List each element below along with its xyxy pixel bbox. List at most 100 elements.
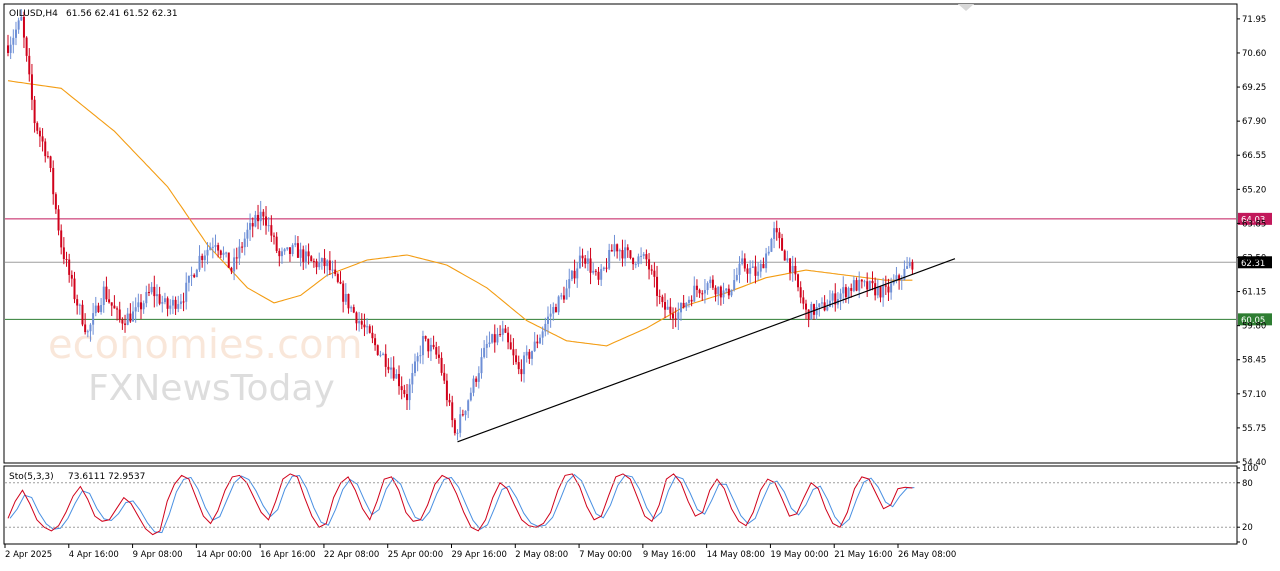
bear-candle (805, 303, 807, 310)
bull-candle (177, 304, 180, 309)
bull-candle (86, 331, 89, 333)
bear-candle (166, 298, 169, 309)
bull-candle (459, 414, 462, 433)
bull-candle (541, 331, 544, 338)
bull-candle (249, 223, 252, 230)
bull-candle (576, 268, 579, 279)
bull-candle (640, 255, 643, 257)
scroll-marker-icon[interactable] (958, 4, 974, 11)
time-tick-label: 22 Apr 08:00 (324, 550, 379, 560)
bull-candle (773, 228, 776, 239)
price-tick-label: 63.85 (1242, 219, 1266, 229)
bear-candle (648, 259, 651, 270)
bull-candle (618, 250, 621, 252)
bull-candle (291, 245, 294, 254)
price-panel (3, 3, 1238, 464)
bull-candle (706, 283, 709, 291)
bear-candle (33, 99, 36, 124)
time-tick-label: 25 Apr 00:00 (388, 550, 443, 560)
bear-candle (621, 250, 624, 259)
bull-candle (411, 372, 414, 385)
bull-candle (818, 303, 821, 308)
bull-candle (190, 274, 193, 276)
bear-candle (296, 243, 299, 258)
bear-candle (794, 265, 797, 275)
bear-candle (38, 130, 41, 137)
bear-candle (879, 286, 882, 298)
bull-candle (456, 432, 459, 434)
bear-candle (323, 258, 326, 267)
bull-candle (693, 285, 696, 302)
bull-candle (523, 355, 526, 375)
price-tick-label: 65.20 (1242, 185, 1266, 195)
bear-candle (60, 230, 63, 248)
time-tick-label: 4 Apr 16:00 (69, 550, 119, 560)
bull-candle (738, 263, 741, 275)
bull-candle (382, 353, 385, 355)
bear-candle (605, 267, 608, 269)
bull-candle (421, 336, 424, 356)
bull-candle (882, 285, 885, 298)
bear-candle (270, 225, 273, 236)
bear-candle (84, 324, 87, 333)
bear-candle (110, 302, 113, 306)
bull-candle (145, 292, 148, 304)
bear-candle (310, 256, 313, 262)
bull-candle (839, 293, 842, 300)
bull-candle (17, 20, 20, 30)
horizontal-levels: 64.03 62.31 60.05 (5, 212, 1272, 326)
bull-candle (892, 280, 895, 284)
bear-candle (690, 299, 693, 302)
bear-candle (54, 194, 57, 210)
bear-candle (911, 261, 914, 270)
bull-candle (318, 261, 321, 268)
bull-candle (525, 351, 528, 356)
bull-candle (868, 280, 871, 290)
price-tick-label: 67.90 (1242, 117, 1266, 127)
support-line-tag-label: 60.05 (1241, 316, 1265, 326)
bear-candle (46, 156, 49, 158)
bull-candle (852, 280, 855, 291)
bear-candle (445, 380, 448, 401)
bear-candle (230, 267, 233, 272)
bear-candle (427, 338, 430, 352)
bear-candle (797, 274, 800, 288)
bear-candle (695, 285, 698, 290)
bear-candle (573, 270, 576, 279)
bull-candle (89, 324, 92, 332)
bull-candle (578, 255, 581, 269)
price-tick-label: 57.10 (1242, 390, 1266, 400)
bear-candle (174, 299, 177, 309)
bear-candle (799, 287, 802, 298)
bear-candle (778, 232, 781, 239)
price-tick-label: 55.75 (1242, 424, 1266, 434)
bear-candle (584, 258, 587, 264)
bull-candle (759, 263, 762, 272)
bull-candle (331, 269, 334, 271)
bear-candle (866, 281, 869, 290)
bear-candle (743, 258, 746, 269)
bull-candle (903, 268, 906, 280)
bear-candle (334, 269, 337, 275)
bear-candle (658, 295, 661, 297)
bull-candle (815, 307, 818, 315)
bull-candle (741, 258, 744, 264)
bull-candle (246, 229, 249, 239)
time-tick-label: 7 May 00:00 (579, 550, 632, 560)
bear-candle (515, 355, 518, 363)
bear-candle (73, 278, 76, 300)
bear-candle (273, 235, 275, 237)
bear-candle (49, 156, 52, 168)
bull-candle (733, 280, 736, 290)
bull-candle (203, 255, 206, 261)
bear-candle (626, 247, 629, 251)
bear-candle (360, 321, 363, 325)
bear-candle (129, 313, 132, 322)
bear-candle (44, 141, 47, 157)
current-price-line-tag-label: 62.31 (1241, 259, 1265, 269)
bull-candle (142, 303, 145, 310)
bear-candle (265, 216, 268, 226)
bear-candle (182, 301, 185, 303)
bull-candle (259, 211, 262, 222)
bear-candle (775, 228, 778, 233)
